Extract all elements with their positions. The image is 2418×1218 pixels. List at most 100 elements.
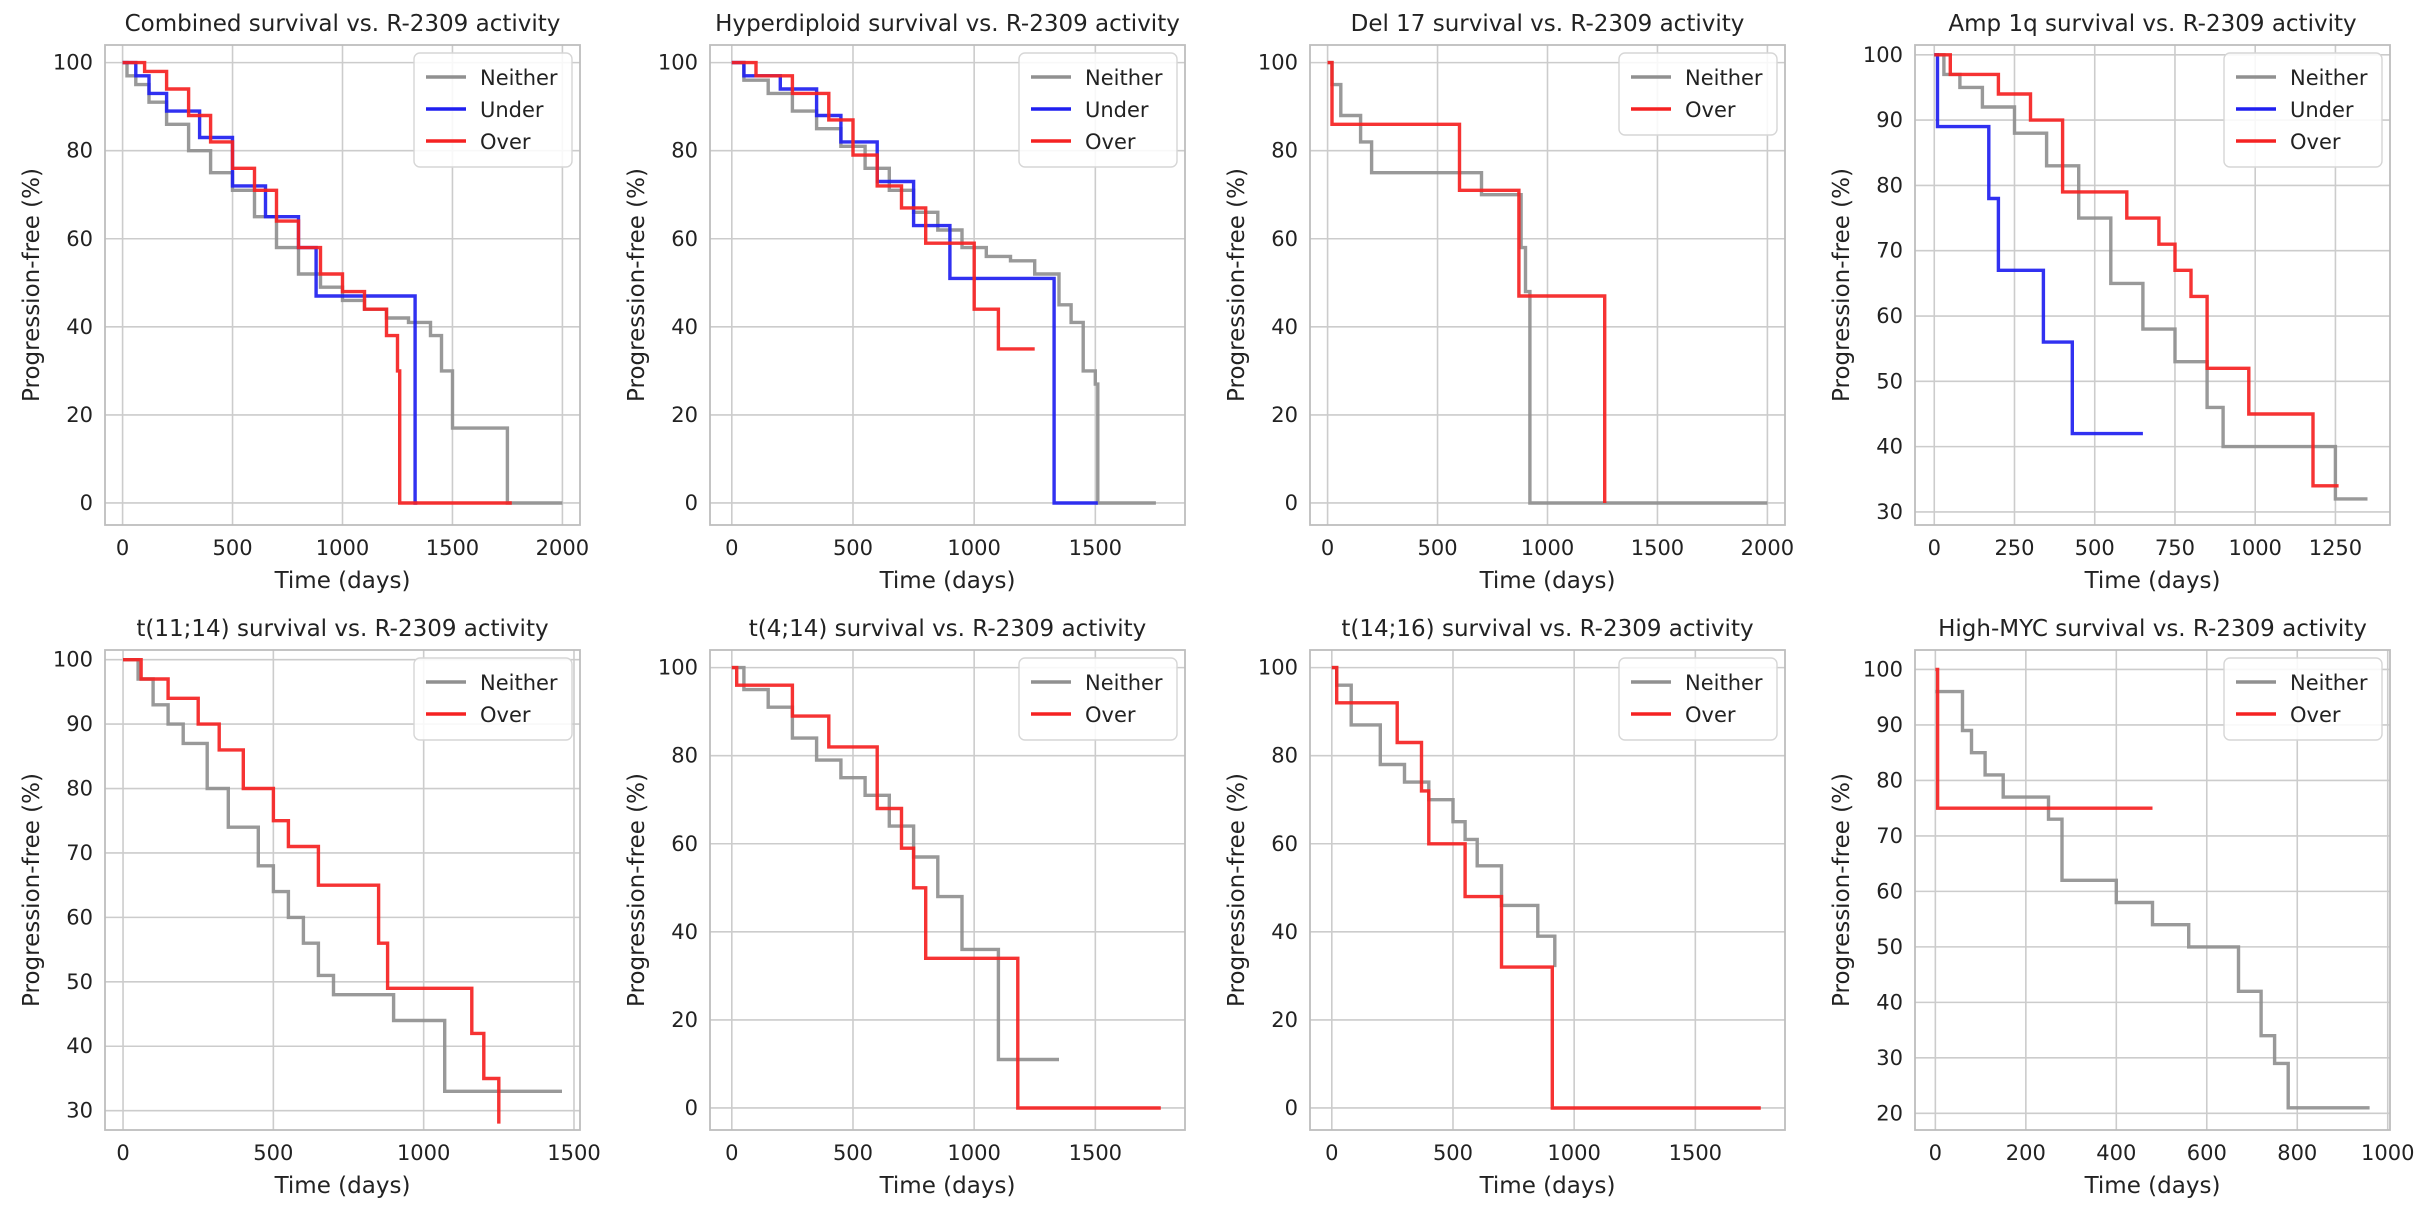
- x-tick-label: 1000: [2228, 536, 2281, 560]
- y-tick-label: 100: [1258, 51, 1298, 75]
- x-tick-label: 500: [833, 536, 873, 560]
- y-tick-label: 50: [66, 970, 93, 994]
- y-tick-label: 100: [1863, 657, 1903, 681]
- y-tick-label: 80: [1271, 139, 1298, 163]
- legend: Neither Under Over: [1018, 52, 1178, 168]
- plot-frame: [104, 649, 581, 1131]
- y-tick-label: 80: [66, 777, 93, 801]
- x-tick-label: 2000: [536, 536, 589, 560]
- y-tick-label: 0: [685, 491, 698, 515]
- panel-4: 0 250 500 750 1000 1250 30 40 50 60 70 80 90 100 Amp 1…: [1829, 11, 2391, 594]
- y-tick-label: 30: [1876, 500, 1903, 524]
- x-tick-label: 1500: [426, 536, 479, 560]
- legend-label: Over: [1685, 703, 1736, 727]
- plot-frame: [1309, 649, 1786, 1131]
- x-tick-label: 0: [116, 1141, 129, 1165]
- y-tick-label: 0: [1285, 1096, 1298, 1120]
- series-line-over: [1331, 665, 1761, 1110]
- y-tick-label: 100: [1258, 656, 1298, 680]
- y-tick-label: 40: [1876, 990, 1903, 1014]
- x-axis-label: Time (days): [1479, 1173, 1616, 1199]
- y-tick-label: 20: [671, 403, 698, 427]
- y-tick-label: 50: [1876, 369, 1903, 393]
- legend-label: Over: [480, 130, 531, 154]
- series-line-over: [122, 60, 512, 505]
- legend-label: Over: [1685, 98, 1736, 122]
- y-tick-label: 80: [1876, 768, 1903, 792]
- y-tick-label: 60: [671, 832, 698, 856]
- y-tick-label: 40: [1876, 435, 1903, 459]
- y-tick-label: 20: [1271, 1008, 1298, 1032]
- panel-8: 0 200 400 600 800 1000 20 30 40 50 60 70 80 90 100 High…: [1829, 616, 2414, 1199]
- x-axis-label: Time (days): [879, 568, 1016, 594]
- y-tick-label: 60: [1876, 879, 1903, 903]
- series-line-over: [1327, 60, 1607, 503]
- chart-title: Amp 1q survival vs. R-2309 activity: [1948, 11, 2356, 37]
- y-tick-label: 0: [1285, 491, 1298, 515]
- x-tick-label: 1000: [1547, 1141, 1600, 1165]
- legend-box: [413, 657, 573, 741]
- plot-frame: [1914, 44, 2391, 526]
- y-tick-label: 80: [671, 744, 698, 768]
- y-tick-label: 80: [66, 139, 93, 163]
- x-tick-label: 1250: [2309, 536, 2362, 560]
- legend-label: Over: [2290, 703, 2341, 727]
- y-tick-label: 100: [1863, 43, 1903, 67]
- legend-label: Neither: [2290, 671, 2368, 695]
- chart-title: Del 17 survival vs. R-2309 activity: [1351, 11, 1745, 37]
- panel-6: 0 500 1000 1500 0 20 40 60 80 100 t(4;14) survival…: [624, 616, 1186, 1199]
- y-tick-label: 100: [658, 51, 698, 75]
- y-axis-label: Progression-free (%): [19, 773, 45, 1007]
- series-line-neither: [1331, 665, 1557, 968]
- series-line-over: [1935, 667, 2153, 810]
- y-tick-label: 60: [671, 227, 698, 251]
- x-tick-label: 1500: [1631, 536, 1684, 560]
- legend: Neither Under Over: [2223, 52, 2383, 168]
- y-tick-label: 60: [66, 905, 93, 929]
- y-tick-label: 30: [66, 1099, 93, 1123]
- legend: Neither Over: [2223, 657, 2383, 741]
- y-tick-label: 80: [671, 139, 698, 163]
- y-axis-label: Progression-free (%): [1829, 773, 1855, 1007]
- y-tick-label: 40: [671, 315, 698, 339]
- x-tick-label: 1000: [1521, 536, 1574, 560]
- plot-frame: [709, 649, 1186, 1131]
- x-tick-label: 200: [2006, 1141, 2046, 1165]
- y-tick-label: 40: [1271, 315, 1298, 339]
- x-tick-label: 1500: [1069, 1141, 1122, 1165]
- x-tick-label: 0: [1325, 1141, 1338, 1165]
- y-tick-label: 20: [1876, 1101, 1903, 1125]
- series-line-neither: [1934, 53, 2368, 501]
- x-tick-label: 1500: [547, 1141, 600, 1165]
- series-line-over: [123, 658, 501, 1124]
- legend-box: [1618, 52, 1778, 136]
- series-line-neither: [731, 665, 1059, 1062]
- legend-box: [1018, 52, 1178, 168]
- plot-frame: [1309, 44, 1786, 526]
- y-tick-label: 70: [66, 841, 93, 865]
- x-tick-label: 250: [1994, 536, 2034, 560]
- legend-box: [413, 52, 573, 168]
- y-tick-label: 100: [53, 51, 93, 75]
- chart-title: High-MYC survival vs. R-2309 activity: [1938, 616, 2367, 642]
- chart-title: t(11;14) survival vs. R-2309 activity: [136, 616, 548, 642]
- legend-box: [1618, 657, 1778, 741]
- panel-3: 0 500 1000 1500 2000 0 20 40 60 80 100 Del 17 survi…: [1224, 11, 1794, 594]
- y-tick-label: 20: [66, 403, 93, 427]
- x-tick-label: 0: [725, 1141, 738, 1165]
- x-tick-label: 500: [2075, 536, 2115, 560]
- x-tick-label: 1000: [397, 1141, 450, 1165]
- x-axis-label: Time (days): [2084, 1173, 2221, 1199]
- chart-title: t(4;14) survival vs. R-2309 activity: [749, 616, 1147, 642]
- legend-box: [1018, 657, 1178, 741]
- plot-frame: [709, 44, 1186, 526]
- legend-label: Neither: [480, 66, 558, 90]
- y-tick-label: 20: [671, 1008, 698, 1032]
- x-tick-label: 500: [253, 1141, 293, 1165]
- legend: Neither Over: [1618, 657, 1778, 741]
- y-tick-label: 30: [1876, 1046, 1903, 1070]
- y-tick-label: 80: [1876, 173, 1903, 197]
- chart-title: t(14;16) survival vs. R-2309 activity: [1341, 616, 1753, 642]
- panel-7: 0 500 1000 1500 0 20 40 60 80 100 t(14;16) surviva…: [1224, 616, 1786, 1199]
- x-tick-label: 0: [1928, 536, 1941, 560]
